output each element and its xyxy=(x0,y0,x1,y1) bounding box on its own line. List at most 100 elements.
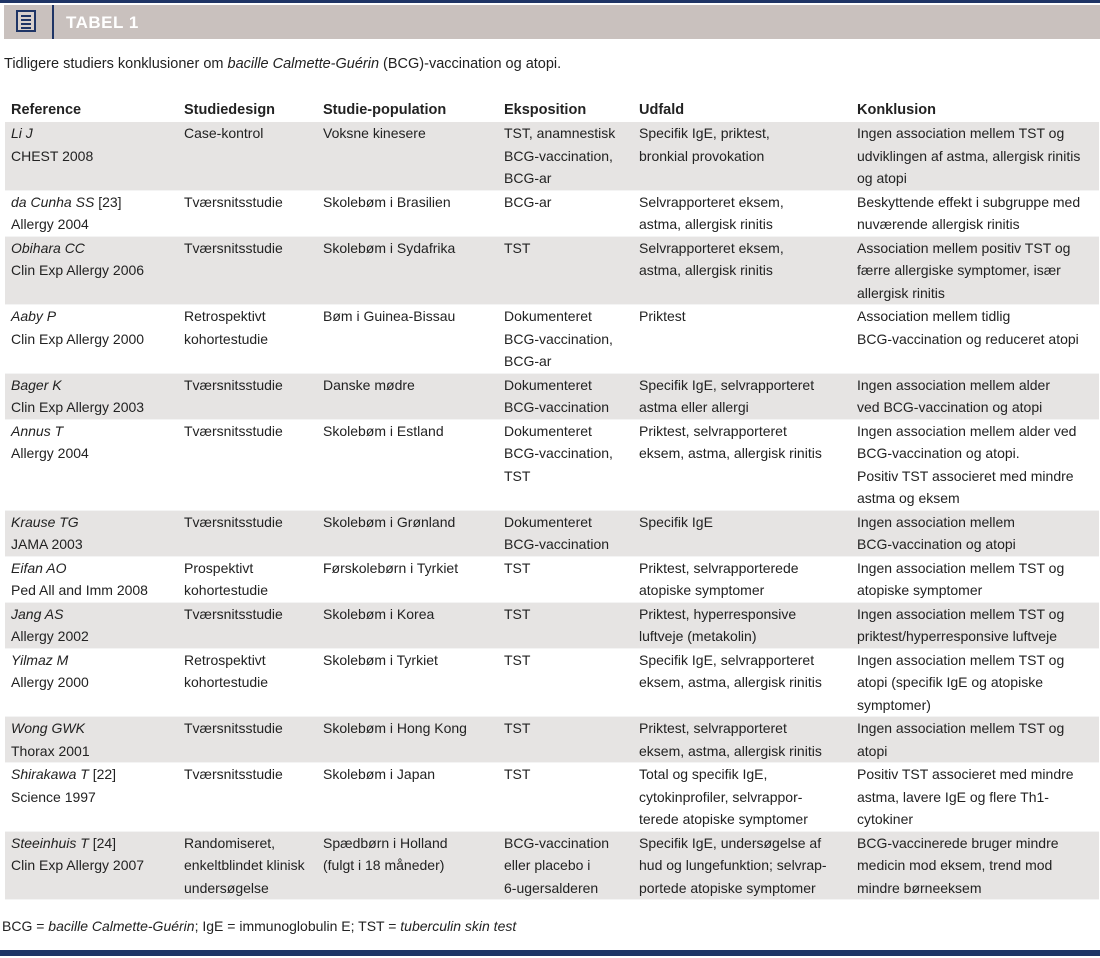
conclusion-line: Association mellem positiv TST og xyxy=(857,239,1071,256)
exposure-line: BCG-vaccination, xyxy=(504,445,613,461)
conclusion-line: Ingen association mellem TST og xyxy=(857,559,1065,576)
cell-reference: Obihara CC Clin Exp Allergy 2006 xyxy=(5,236,178,305)
conclusion-line: Ingen association mellem xyxy=(857,513,1015,530)
col-header-conclusion: Konklusion xyxy=(857,101,936,118)
design-line: kohortestudie xyxy=(184,330,269,347)
cell-design: Retrospektivt kohortestudie xyxy=(178,648,317,717)
conclusion-line: og atopi xyxy=(857,170,907,186)
conclusion-line: atopi (specifik IgE og atopiske xyxy=(857,674,1043,690)
reference-line: da Cunha SS [23] xyxy=(11,191,172,214)
exposure-line: Dokumenteret xyxy=(504,513,592,530)
cell-outcome: Specifik IgE, priktest, bronkial provokat… xyxy=(633,122,851,191)
reference-line: Shirakawa T [22] xyxy=(11,763,172,786)
design-line: Tværsnitsstudie xyxy=(184,193,283,210)
reference-author: Eifan AO xyxy=(11,559,67,576)
cell-reference: Eifan AO Ped All and Imm 2008 xyxy=(5,556,178,603)
outcome-line: bronkial provokation xyxy=(639,147,765,164)
conclusion-line: BCG-vaccination og reduceret atopi xyxy=(857,330,1079,347)
population-line: Skolebøm i Tyrkiet xyxy=(323,651,438,668)
population-line: Voksne kinesere xyxy=(323,125,426,141)
cell-conclusion: Ingen association mellem TST og atopi xyxy=(851,716,1099,763)
reference-citation: [24] xyxy=(92,834,117,851)
reference-line: Krause TG xyxy=(11,511,172,534)
reference-journal: Science 1997 xyxy=(11,788,96,805)
col-header-population: Studie-population xyxy=(323,101,447,118)
cell-design: Tværsnitsstudie xyxy=(178,510,317,557)
outcome-line: Priktest, selvrapporteret xyxy=(639,720,787,736)
cell-reference: da Cunha SS [23] Allergy 2004 xyxy=(5,190,178,237)
conclusion-line: Ingen association mellem alder xyxy=(857,376,1050,393)
reference-citation: [22] xyxy=(92,766,117,782)
reference-author: Jang AS xyxy=(11,605,64,622)
outcome-line: Specifik IgE xyxy=(639,513,713,530)
document-list-icon xyxy=(16,10,36,32)
design-line: Tværsnitsstudie xyxy=(184,605,283,622)
population-line: Førskolebørn i Tyrkiet xyxy=(323,559,459,576)
design-line: Randomiseret, xyxy=(184,834,276,851)
cell-conclusion: Positiv TST associeret med mindre astma, … xyxy=(851,762,1099,832)
conclusion-line: astma og eksem xyxy=(857,490,960,506)
reference-author: Shirakawa T xyxy=(11,766,89,782)
footnote-text: ; IgE = immunoglobulin E; TST = xyxy=(194,918,401,934)
caption-italic: bacille Calmette-Guérin xyxy=(227,56,380,72)
outcome-line: astma, allergisk rinitis xyxy=(639,216,773,232)
population-line: Spædbørn i Holland xyxy=(323,834,448,851)
population-line: Skolebøm i Korea xyxy=(323,605,435,622)
col-header-reference: Reference xyxy=(11,101,82,118)
design-line: kohortestudie xyxy=(184,582,269,598)
reference-line: Aaby P xyxy=(11,305,172,328)
design-line: enkeltblindet klinisk xyxy=(184,857,305,873)
cell-population: Skolebøm i Grønland xyxy=(317,510,498,557)
conclusion-line: atopiske symptomer xyxy=(857,582,983,598)
reference-journal: Allergy 2000 xyxy=(11,674,89,690)
cell-exposure: Dokumenteret BCG-vaccination xyxy=(498,373,633,420)
table-caption: Tidligere studiers konklusioner om bacil… xyxy=(4,56,561,72)
conclusion-line: allergisk rinitis xyxy=(857,284,945,301)
outcome-line: atopiske symptomer xyxy=(639,582,765,598)
cell-conclusion: Ingen association mellem alder ved BCG-va… xyxy=(851,419,1099,511)
cell-design: Case-kontrol xyxy=(178,122,317,191)
conclusion-line: færre allergiske symptomer, især xyxy=(857,262,1061,278)
reference-journal: Clin Exp Allergy 2003 xyxy=(11,399,145,415)
col-header-outcome: Udfald xyxy=(639,101,685,118)
conclusion-line: Beskyttende effekt i subgruppe med xyxy=(857,193,1081,210)
cell-design: Tværsnitsstudie xyxy=(178,716,317,763)
cell-outcome: Selvrapporteret eksem, astma, allergisk r… xyxy=(633,190,851,237)
outcome-line: Selvrapporteret eksem, xyxy=(639,239,784,256)
footnote: BCG = bacille Calmette-Guérin; IgE = imm… xyxy=(2,918,516,934)
outcome-line: astma eller allergi xyxy=(639,399,749,415)
reference-journal: Thorax 2001 xyxy=(11,742,90,759)
design-line: undersøgelse xyxy=(184,879,269,896)
population-line: Skolebøm i Sydafrika xyxy=(323,239,456,256)
footnote-italic: bacille Calmette-Guérin xyxy=(48,918,195,934)
cell-conclusion: Ingen association mellem TST og priktest/… xyxy=(851,602,1099,649)
reference-journal: Ped All and Imm 2008 xyxy=(11,582,148,598)
cell-reference: Bager K Clin Exp Allergy 2003 xyxy=(5,373,178,420)
outcome-line: Priktest, hyperresponsive xyxy=(639,605,797,622)
outcome-line: Specifik IgE, priktest, xyxy=(639,125,770,141)
cell-exposure: BCG-ar xyxy=(498,190,633,237)
reference-author: Krause TG xyxy=(11,513,79,530)
exposure-line: BCG-ar xyxy=(504,353,552,369)
cell-conclusion: Ingen association mellem BCG-vaccination … xyxy=(851,510,1099,557)
cell-design: Tværsnitsstudie xyxy=(178,419,317,511)
population-line: Skolebøm i Brasilien xyxy=(323,193,451,210)
cell-reference: Jang AS Allergy 2002 xyxy=(5,602,178,649)
outcome-line: Specifik IgE, undersøgelse af xyxy=(639,834,822,851)
col-header-design: Studiedesign xyxy=(184,101,276,118)
cell-reference: Wong GWK Thorax 2001 xyxy=(5,716,178,763)
conclusion-line: Ingen association mellem TST og xyxy=(857,605,1065,622)
cell-exposure: TST xyxy=(498,716,633,763)
bottom-rule xyxy=(0,950,1100,956)
cell-exposure: TST xyxy=(498,556,633,603)
exposure-line: Dokumenteret xyxy=(504,376,592,393)
exposure-line: TST, anamnestisk xyxy=(504,125,616,141)
population-line: Bøm i Guinea-Bissau xyxy=(323,308,456,324)
cell-population: Skolebøm i Japan xyxy=(317,762,498,832)
cell-exposure: TST xyxy=(498,602,633,649)
cell-reference: Annus T Allergy 2004 xyxy=(5,419,178,511)
conclusion-line: priktest/hyperresponsive luftveje xyxy=(857,628,1057,644)
cell-exposure: TST xyxy=(498,236,633,305)
cell-population: Skolebøm i Hong Kong xyxy=(317,716,498,763)
table-row: Krause TG JAMA 2003 Tværsnitsstudie Skolebø… xyxy=(5,510,1099,557)
